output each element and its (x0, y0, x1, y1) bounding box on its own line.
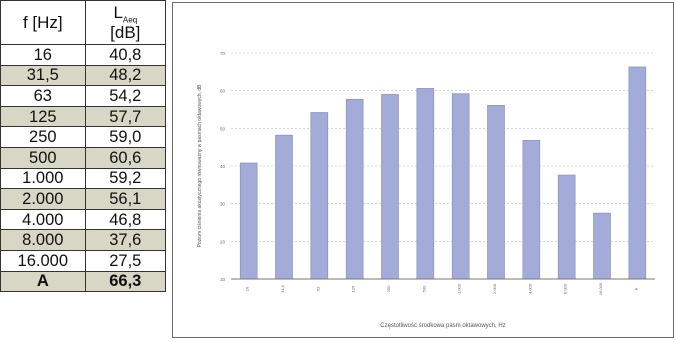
table-row: 31,5 48,2 (0, 64, 167, 87)
bars (239, 66, 647, 280)
table-row: 500 60,6 (0, 146, 167, 169)
bar-2.000 (487, 105, 505, 280)
header-frequency: f [Hz] (0, 0, 86, 45)
y-tick-label: 50 (220, 126, 226, 131)
table-header-row: f [Hz] LAeq [dB] (0, 0, 167, 45)
x-tick-label: 125 (351, 285, 356, 292)
freq-cell: 31,5 (0, 64, 86, 87)
level-cell: 59,0 (84, 126, 167, 148)
freq-cell: 16 (0, 44, 86, 66)
y-tick-label: 30 (220, 202, 226, 207)
bar-4.000 (522, 140, 541, 280)
table-row: 125 57,7 (0, 105, 167, 128)
x-tick-label: 250 (386, 285, 391, 292)
level-cell: 57,7 (84, 105, 167, 128)
bar-500 (416, 88, 435, 280)
bar-31,5 (275, 134, 293, 280)
bar-125 (345, 99, 364, 280)
x-tick-label: 2.000 (492, 283, 497, 294)
table-row: 16.000 27,5 (0, 249, 167, 272)
table-row: 63 54,2 (0, 85, 167, 107)
freq-cell: 16.000 (0, 249, 86, 272)
x-tick-label: 31,5 (280, 284, 285, 293)
bar-A (628, 66, 647, 280)
bar-16 (239, 162, 258, 280)
table-row: 2.000 56,1 (0, 188, 167, 210)
bar-1.000 (451, 93, 470, 280)
table-row: 250 59,0 (0, 126, 167, 148)
level-cell: 54,2 (84, 85, 167, 107)
header-level-unit: [dB] (110, 23, 141, 43)
table-row: 1.000 59,2 (0, 167, 167, 190)
level-cell: 60,6 (84, 146, 167, 169)
x-tick-label: 4.000 (527, 283, 532, 294)
y-tick-labels: 10 20 30 40 50 60 70 (220, 51, 226, 282)
x-tick-labels: 16 31,5 63 125 250 500 1.000 2.000 4.000 8.000 16.… (245, 282, 639, 295)
header-level-main: L (113, 2, 123, 22)
x-tick-label: 8.000 (563, 283, 568, 294)
bar-8.000 (557, 174, 576, 280)
table-row: 8.000 37,6 (0, 229, 167, 251)
freq-cell: 8.000 (0, 229, 86, 251)
y-tick-label: 10 (220, 277, 226, 282)
gridlines (231, 52, 655, 280)
y-tick-label: 70 (220, 51, 226, 56)
freq-cell: 1.000 (0, 167, 86, 190)
header-level: LAeq [dB] (84, 0, 167, 45)
level-cell: 27,5 (84, 249, 167, 272)
level-cell: 48,2 (84, 64, 167, 87)
freq-cell: 500 (0, 146, 86, 169)
level-cell: 46,8 (84, 208, 167, 231)
bar-16.000 (593, 212, 611, 280)
header-level-sub: Aeq (122, 15, 138, 25)
freq-cell: 4.000 (0, 208, 86, 231)
frequency-level-table-container: f [Hz] LAeq [dB] 16 40,8 31,5 48,2 63 54,2 … (0, 0, 167, 293)
level-cell: 56,1 (84, 188, 167, 210)
level-cell: 37,6 (84, 229, 167, 251)
freq-cell: 63 (0, 85, 86, 107)
x-tick-label: A (633, 287, 638, 290)
freq-cell: 125 (0, 105, 86, 128)
x-axis-label: Częstotliwość środkowa pasm oktawowych, … (380, 323, 505, 329)
level-cell: 59,2 (84, 167, 167, 190)
y-axis-label: Poziom ciśnienia akustycznego równoważny… (197, 84, 203, 248)
x-tick-label: 63 (315, 286, 320, 291)
x-tick-label: 16 (245, 286, 250, 291)
y-tick-label: 40 (220, 164, 226, 169)
bar-250 (381, 94, 399, 280)
table-total-row: A 66,3 (0, 270, 167, 293)
bar-chart: 10 20 30 40 50 60 70 16 31,5 63 125 250 500 1.000 2.0… (197, 51, 655, 329)
x-tick-label: 1.000 (457, 283, 462, 294)
table-row: 4.000 46,8 (0, 208, 167, 231)
freq-cell: 250 (0, 126, 86, 148)
level-cell: 40,8 (84, 44, 167, 66)
bar-chart-frame: 10 20 30 40 50 60 70 16 31,5 63 125 250 500 1.000 2.0… (172, 2, 674, 338)
total-level-cell: 66,3 (84, 270, 167, 293)
total-freq-cell: A (0, 270, 86, 293)
frequency-level-table: f [Hz] LAeq [dB] 16 40,8 31,5 48,2 63 54,2 … (0, 0, 167, 293)
freq-cell: 2.000 (0, 188, 86, 210)
y-tick-label: 60 (220, 89, 226, 94)
bar-63 (310, 112, 329, 280)
y-tick-label: 20 (220, 239, 226, 244)
x-tick-label: 500 (421, 285, 426, 292)
table-row: 16 40,8 (0, 44, 167, 66)
x-tick-label: 16.000 (598, 282, 603, 295)
